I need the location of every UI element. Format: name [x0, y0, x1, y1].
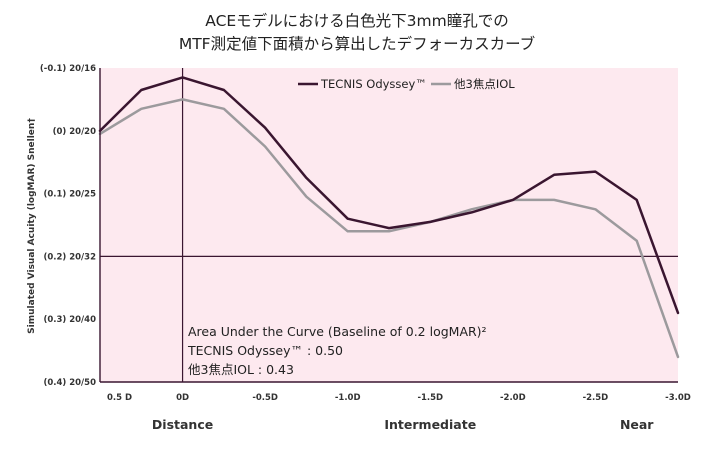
series-line — [98, 98, 680, 359]
plot-area — [100, 68, 678, 382]
series-line — [98, 76, 680, 315]
legend-label-other-trifocal: 他3焦点IOL — [454, 77, 515, 91]
y-tick-label: (0) 20/20 — [53, 127, 96, 137]
x-region-label: Near — [620, 417, 654, 432]
y-tick-label: (0.1) 20/25 — [43, 190, 96, 200]
y-axis-label: Simulated Visual Acuity (logMAR) Snellen… — [27, 118, 37, 334]
y-tick-label: (0.4) 20/50 — [43, 378, 96, 388]
legend: TECNIS Odyssey™ 他3焦点IOL — [298, 77, 515, 91]
x-tick-label: -1.5D — [417, 393, 443, 403]
auc-annotation-heading: Area Under the Curve (Baseline of 0.2 lo… — [188, 324, 487, 339]
y-tick-label: (-0.1) 20/16 — [40, 64, 96, 74]
chart-title-line-2: MTF測定値下面積から算出したデフォーカスカーブ — [179, 34, 535, 53]
legend-label-odyssey: TECNIS Odyssey™ — [320, 77, 427, 91]
x-region-label: Intermediate — [384, 417, 476, 432]
x-tick-label: 0.5 D — [107, 393, 132, 403]
x-tick-label: -2.0D — [500, 393, 526, 403]
y-tick-label: (0.3) 20/40 — [43, 315, 96, 325]
auc-annotation-other-trifocal: 他3焦点IOL : 0.43 — [188, 362, 294, 377]
x-tick-label: -0.5D — [252, 393, 278, 403]
x-tick-label: -2.5D — [583, 393, 609, 403]
auc-annotation: Area Under the Curve (Baseline of 0.2 lo… — [187, 324, 487, 377]
x-tick-label: 0D — [176, 393, 189, 403]
y-tick-label: (0.2) 20/32 — [43, 252, 96, 262]
x-tick-label: -1.0D — [335, 393, 361, 403]
auc-annotation-odyssey: TECNIS Odyssey™ : 0.50 — [187, 343, 343, 358]
x-region-label: Distance — [152, 417, 213, 432]
x-tick-label: -3.0D — [665, 393, 691, 403]
chart-title-line-1: ACEモデルにおける白色光下3mm瞳孔での — [205, 11, 509, 30]
